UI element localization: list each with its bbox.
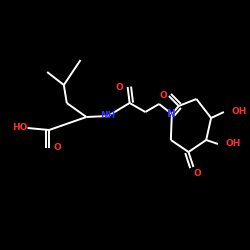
Text: O: O (159, 92, 167, 100)
Text: O: O (116, 82, 124, 92)
Text: OH: OH (232, 108, 247, 116)
Text: HO: HO (12, 124, 28, 132)
Text: O: O (194, 168, 201, 177)
Text: O: O (53, 144, 61, 152)
Text: N: N (168, 109, 176, 119)
Text: NH: NH (100, 112, 116, 120)
Text: OH: OH (226, 140, 241, 148)
